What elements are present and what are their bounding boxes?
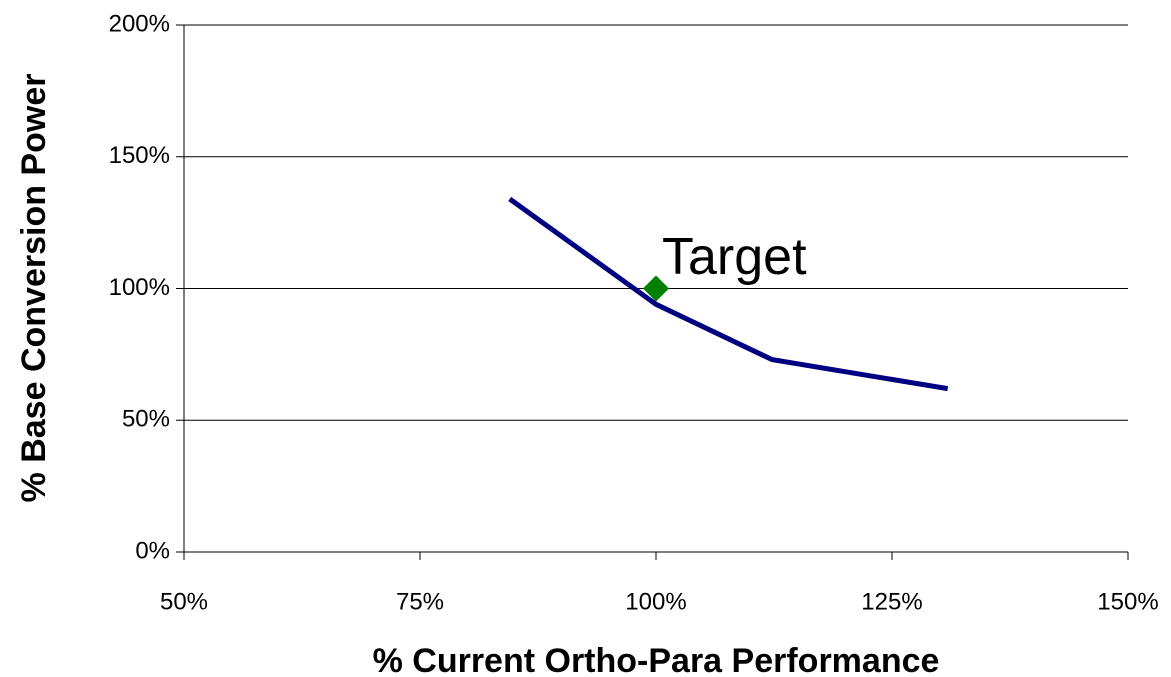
y-tick-label: 0% <box>135 537 170 564</box>
data-line <box>508 196 949 392</box>
x-tick-label: 100% <box>625 588 686 615</box>
y-tick-label: 50% <box>122 406 170 433</box>
target-marker <box>643 275 669 302</box>
y-tick-label: 200% <box>109 10 170 37</box>
annotation: Target <box>662 228 807 286</box>
x-tick-label: 50% <box>160 588 208 615</box>
y-tick-label: 150% <box>109 142 170 169</box>
x-tick-label: 125% <box>861 588 922 615</box>
x-tick-label: 150% <box>1097 588 1158 615</box>
y-tick-label: 100% <box>109 274 170 301</box>
x-tick-label: 75% <box>396 588 444 615</box>
y-axis-label: % Base Conversion Power <box>15 74 53 503</box>
x-axis-label: % Current Ortho-Para Performance <box>373 642 940 677</box>
